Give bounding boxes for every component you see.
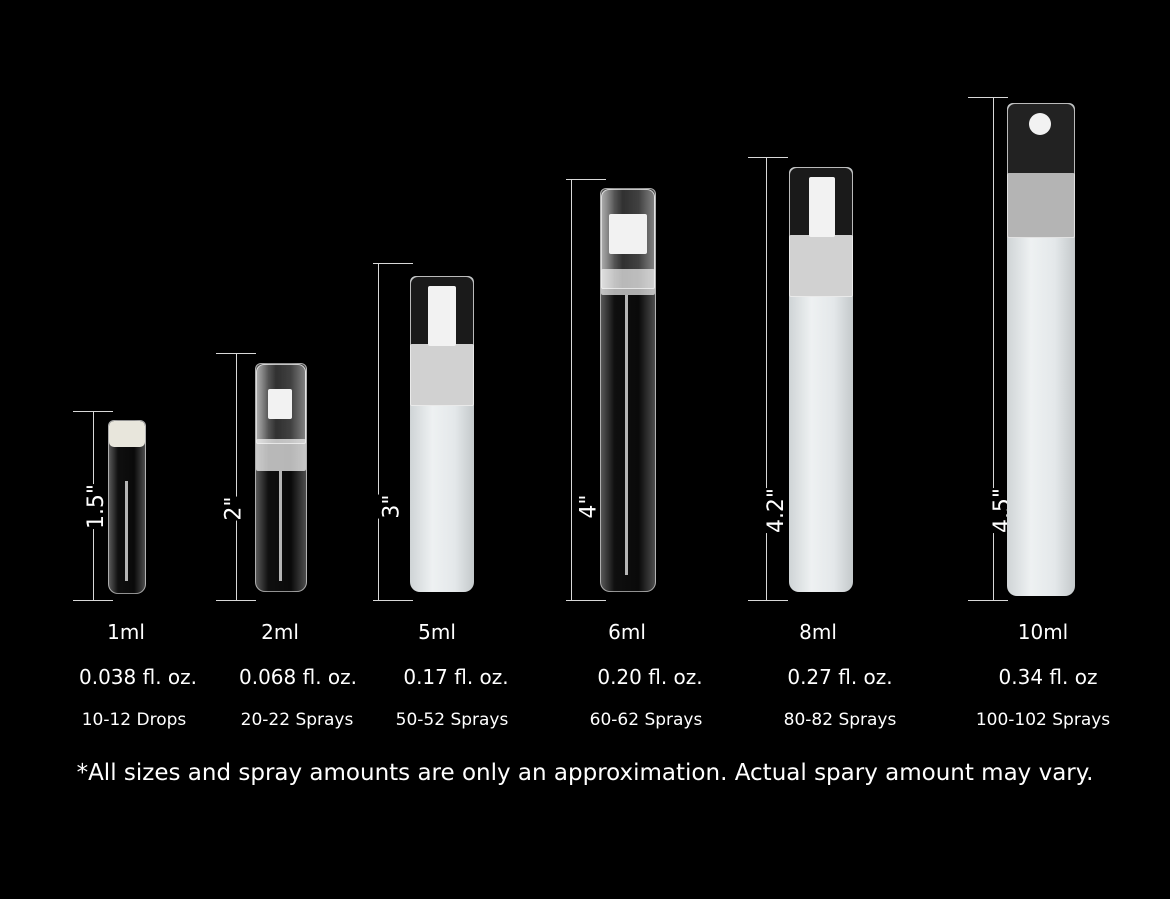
spray-count-label: 50-52 Sprays — [395, 710, 509, 730]
bottle-image — [255, 363, 307, 592]
measure-tick-bottom — [968, 600, 1008, 601]
volume-label: 5ml — [418, 620, 456, 644]
pump-icon — [268, 389, 292, 419]
volume-label: 6ml — [608, 620, 646, 644]
volume-label: 1ml — [107, 620, 145, 644]
collar-icon — [601, 269, 655, 295]
bottle-image — [789, 167, 853, 592]
height-label: 4.2" — [762, 487, 792, 534]
measure-tick-top — [566, 179, 606, 180]
collar-icon — [1007, 173, 1075, 238]
spray-count-label: 100-102 Sprays — [975, 710, 1111, 730]
pump-icon — [1029, 113, 1051, 135]
straw-icon — [625, 295, 628, 575]
fl-oz-label: 0.068 fl. oz. — [238, 665, 358, 689]
measure-line — [378, 263, 379, 600]
volume-label: 2ml — [261, 620, 299, 644]
bottle-image — [108, 420, 146, 594]
spray-count-label: 80-82 Sprays — [783, 710, 897, 730]
measure-line — [766, 157, 767, 600]
collar-icon — [410, 344, 474, 406]
bottle-image — [600, 188, 656, 592]
pump-icon — [809, 177, 835, 237]
measure-tick-bottom — [373, 600, 413, 601]
bottle-image — [1007, 103, 1075, 596]
measure-line — [571, 179, 572, 600]
height-label: 1.5" — [82, 483, 112, 530]
spray-count-label: 10-12 Drops — [81, 710, 187, 730]
measure-line — [236, 353, 237, 600]
height-label: 2" — [219, 496, 249, 521]
fl-oz-label: 0.27 fl. oz. — [787, 665, 893, 689]
measure-tick-top — [748, 157, 788, 158]
volume-label: 8ml — [799, 620, 837, 644]
footnote: *All sizes and spray amounts are only an… — [76, 760, 1094, 786]
cap-icon — [109, 421, 145, 447]
fl-oz-label: 0.34 fl. oz — [998, 665, 1098, 689]
fl-oz-label: 0.17 fl. oz. — [403, 665, 509, 689]
measure-tick-top — [373, 263, 413, 264]
collar-icon — [256, 439, 306, 471]
spray-count-label: 20-22 Sprays — [240, 710, 354, 730]
measure-line — [993, 97, 994, 600]
height-label: 3" — [377, 494, 407, 519]
collar-icon — [789, 235, 853, 297]
spray-count-label: 60-62 Sprays — [589, 710, 703, 730]
pump-icon — [609, 214, 647, 254]
measure-tick-bottom — [748, 600, 788, 601]
bottle-image — [410, 276, 474, 592]
volume-label: 10ml — [1017, 620, 1069, 644]
measure-tick-bottom — [216, 600, 256, 601]
measure-tick-bottom — [73, 600, 113, 601]
measure-tick-bottom — [566, 600, 606, 601]
measure-tick-top — [968, 97, 1008, 98]
fl-oz-label: 0.038 fl. oz. — [78, 665, 198, 689]
straw-icon — [279, 471, 282, 581]
dropper-icon — [125, 481, 128, 581]
pump-icon — [428, 286, 456, 346]
fl-oz-label: 0.20 fl. oz. — [597, 665, 703, 689]
